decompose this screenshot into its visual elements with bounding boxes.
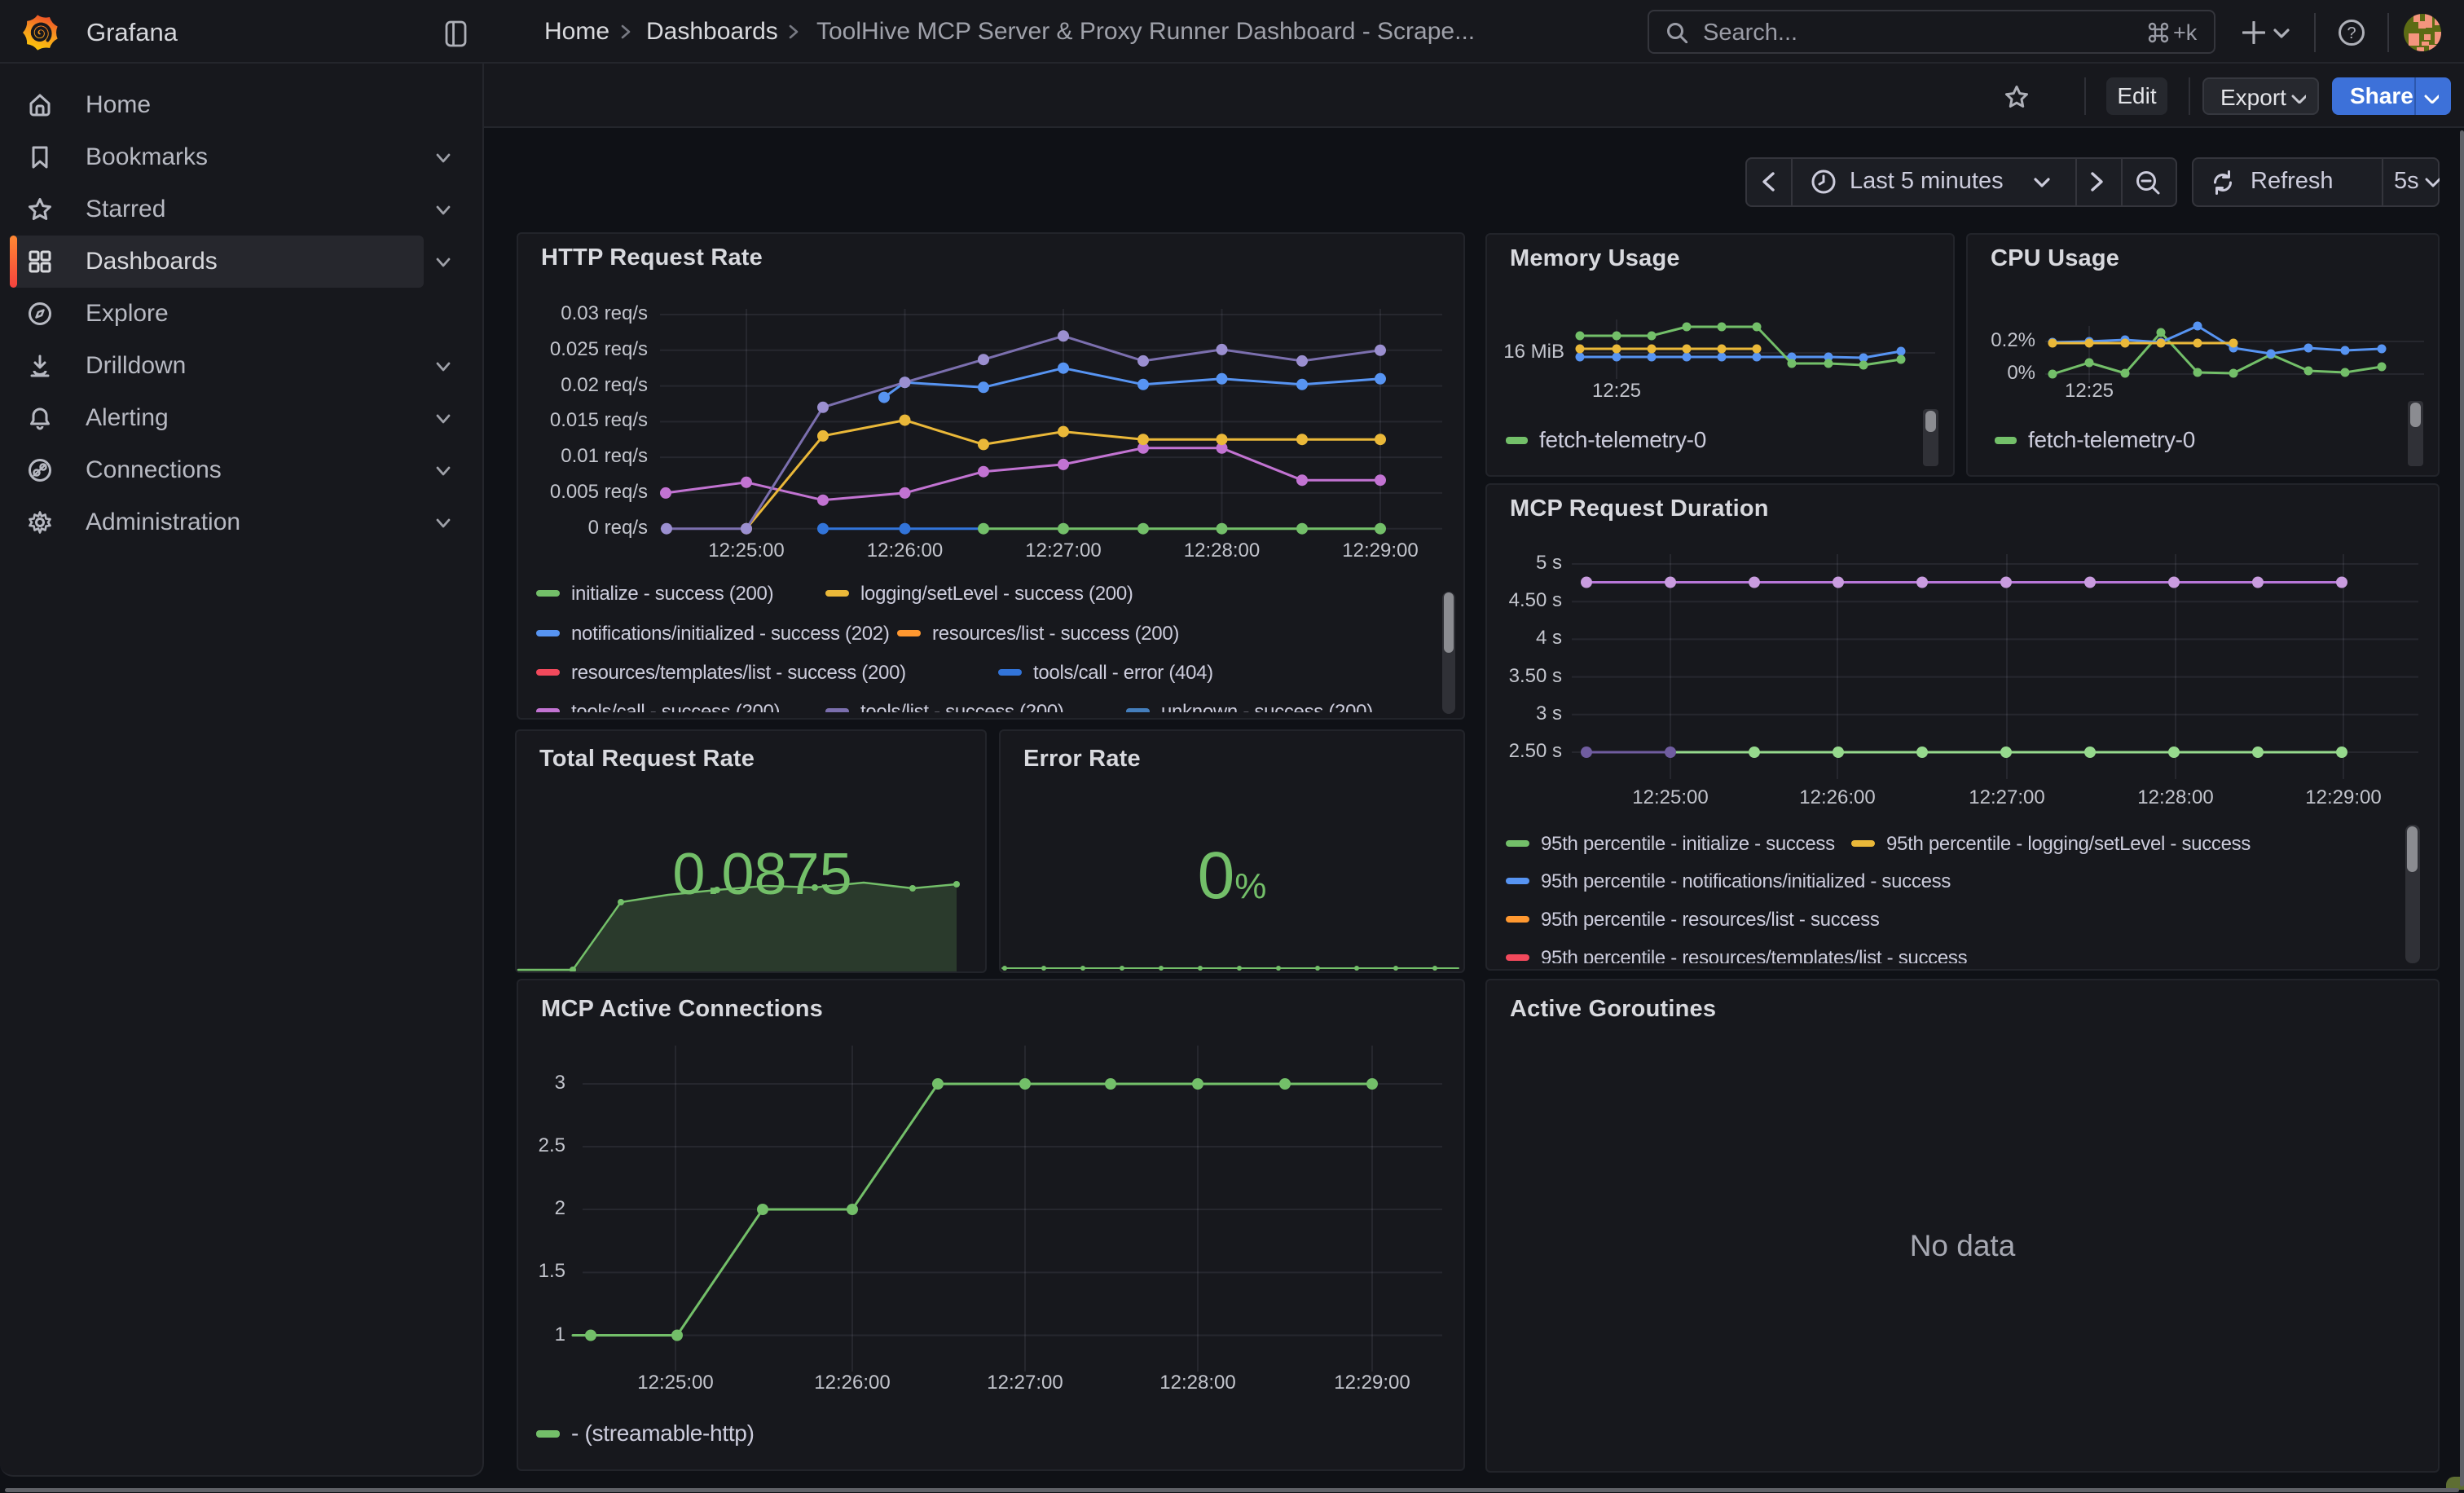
svg-text:?: ? bbox=[2347, 24, 2356, 42]
